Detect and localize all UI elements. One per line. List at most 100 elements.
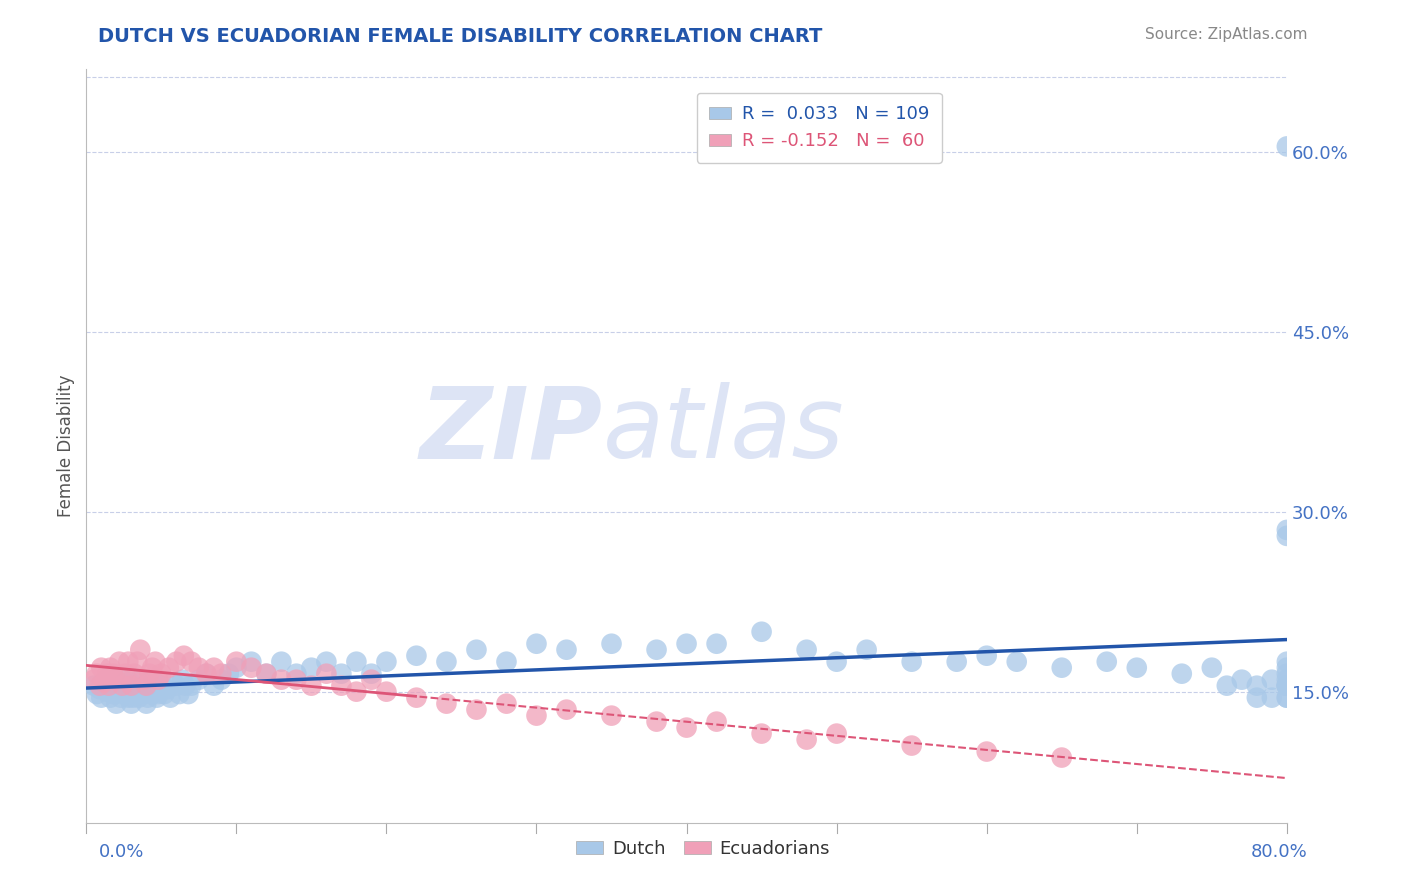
Point [1275, 139, 1298, 153]
Point [675, 721, 697, 735]
Point [93, 675, 115, 690]
Text: DUTCH VS ECUADORIAN FEMALE DISABILITY CORRELATION CHART: DUTCH VS ECUADORIAN FEMALE DISABILITY CO… [98, 27, 823, 45]
Point [555, 642, 578, 657]
Point [1230, 673, 1253, 687]
Point [218, 666, 240, 681]
Point [86, 666, 108, 681]
Point [299, 661, 322, 675]
Point [209, 673, 232, 687]
Point [146, 690, 169, 705]
Point [555, 703, 578, 717]
Point [98, 661, 121, 675]
Point [96, 684, 118, 698]
Point [1126, 661, 1149, 675]
Point [139, 679, 162, 693]
Point [117, 690, 139, 705]
Point [825, 726, 848, 740]
Point [114, 666, 136, 681]
Point [172, 673, 194, 687]
Point [121, 690, 143, 705]
Point [600, 708, 623, 723]
Text: 80.0%: 80.0% [1251, 843, 1308, 861]
Point [285, 673, 308, 687]
Point [1275, 655, 1298, 669]
Point [405, 648, 427, 663]
Point [150, 679, 173, 693]
Point [1261, 690, 1284, 705]
Point [148, 673, 170, 687]
Point [107, 679, 129, 693]
Point [1275, 690, 1298, 705]
Point [104, 682, 127, 697]
Point [706, 714, 728, 729]
Point [976, 745, 998, 759]
Point [796, 642, 818, 657]
Point [1275, 529, 1298, 543]
Point [165, 679, 187, 693]
Point [225, 661, 247, 675]
Point [129, 642, 152, 657]
Point [101, 679, 124, 693]
Point [159, 690, 181, 705]
Point [108, 684, 131, 698]
Point [526, 708, 548, 723]
Point [187, 661, 209, 675]
Point [225, 655, 247, 669]
Point [118, 675, 141, 690]
Point [855, 642, 877, 657]
Point [120, 679, 142, 693]
Point [1171, 666, 1194, 681]
Point [153, 687, 176, 701]
Text: ZIP: ZIP [419, 383, 603, 479]
Point [202, 661, 225, 675]
Point [976, 648, 998, 663]
Point [1201, 661, 1223, 675]
Point [240, 655, 263, 669]
Point [405, 690, 427, 705]
Point [115, 682, 138, 697]
Point [1275, 666, 1298, 681]
Point [344, 684, 367, 698]
Point [128, 690, 150, 705]
Point [97, 670, 120, 684]
Point [600, 637, 623, 651]
Point [120, 697, 142, 711]
Point [141, 687, 163, 701]
Point [202, 679, 225, 693]
Legend: R =  0.033   N = 109, R = -0.152   N =  60: R = 0.033 N = 109, R = -0.152 N = 60 [696, 93, 942, 163]
Point [143, 655, 166, 669]
Point [1275, 679, 1298, 693]
Point [900, 655, 922, 669]
Point [135, 679, 157, 693]
Point [83, 679, 105, 693]
Point [240, 661, 263, 675]
Point [465, 703, 488, 717]
Point [132, 673, 155, 687]
Point [134, 679, 156, 693]
Point [97, 679, 120, 693]
Point [645, 642, 668, 657]
Point [135, 697, 157, 711]
Point [142, 684, 165, 698]
Point [751, 624, 773, 639]
Point [1275, 679, 1298, 693]
Point [165, 655, 187, 669]
Point [173, 648, 195, 663]
Legend: Dutch, Ecuadorians: Dutch, Ecuadorians [568, 833, 838, 865]
Point [344, 655, 367, 669]
Point [270, 673, 292, 687]
Point [129, 673, 152, 687]
Point [1050, 661, 1073, 675]
Point [1246, 690, 1268, 705]
Text: 0.0%: 0.0% [98, 843, 143, 861]
Text: Source: ZipAtlas.com: Source: ZipAtlas.com [1144, 27, 1308, 42]
Point [174, 679, 197, 693]
Point [180, 655, 202, 669]
Point [138, 666, 160, 681]
Point [1275, 661, 1298, 675]
Point [90, 661, 112, 675]
Point [111, 673, 134, 687]
Point [111, 679, 134, 693]
Point [1275, 679, 1298, 693]
Point [112, 687, 135, 701]
